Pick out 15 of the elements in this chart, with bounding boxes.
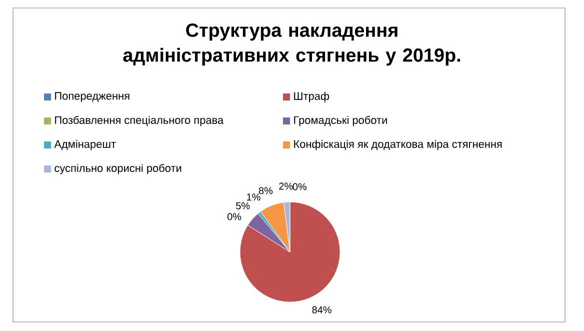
legend-label: Попередження bbox=[55, 92, 130, 102]
legend-label: Штраф bbox=[294, 92, 330, 102]
data-label: 5% bbox=[236, 202, 250, 210]
data-label: 8% bbox=[258, 187, 273, 194]
legend-label: Громадські роботи bbox=[294, 116, 387, 126]
data-label: 84% bbox=[312, 306, 332, 314]
chart-title: Структура накладення адміністративних стягнень у 2019р. bbox=[123, 24, 460, 66]
text: 0% bbox=[292, 183, 307, 190]
data-label: 1% bbox=[247, 194, 260, 201]
legend-label: Конфіскація як додаткова міра стягнення bbox=[294, 140, 502, 150]
legend-label: Позбавлення спеціального права bbox=[55, 116, 224, 126]
legend-label: суспільно корисні роботи bbox=[54, 164, 182, 174]
data-label: 2% bbox=[279, 182, 293, 190]
text: 0% bbox=[227, 213, 242, 220]
legend-label: Адмінарешт bbox=[54, 140, 116, 150]
